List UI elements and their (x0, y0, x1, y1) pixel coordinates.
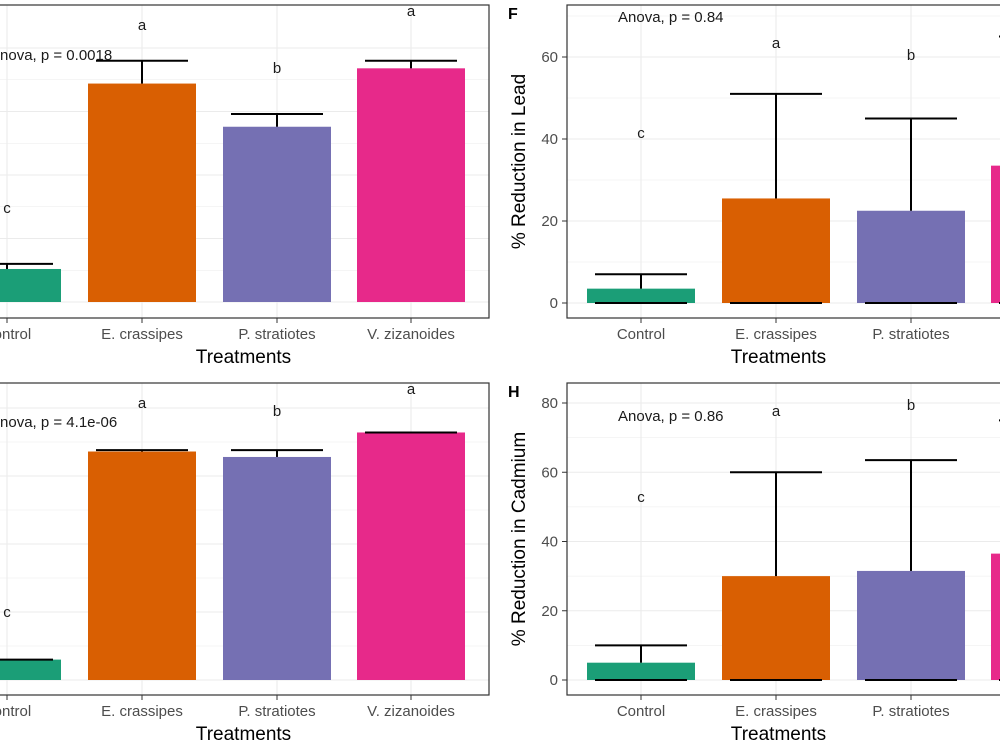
y-axis-title: % Reduction in Cadmium (509, 432, 530, 646)
x-tick-label: P. stratiotes (872, 326, 949, 343)
plot-border (566, 4, 1000, 319)
bar-p-stratiotes (223, 126, 331, 303)
x-tick-label: P. stratiotes (238, 703, 315, 720)
x-tick-label: E. crassipes (735, 326, 817, 343)
plot-border (0, 4, 490, 319)
x-tick-label: Control (0, 326, 31, 343)
anova-annotation: Anova, p = 4.1e-06 (0, 414, 117, 431)
bar-p-stratiotes (857, 210, 965, 303)
significance-letter: a (772, 35, 781, 52)
bar-v-zizanoides (357, 432, 465, 680)
anova-annotation: Anova, p = 0.86 (618, 408, 724, 425)
x-axis-title: Treatments (196, 724, 291, 745)
significance-letter: a (138, 395, 147, 412)
bar-v-zizanoides (357, 68, 465, 302)
anova-annotation: Anova, p = 0.0018 (0, 47, 112, 64)
x-tick-label: P. stratiotes (872, 703, 949, 720)
significance-letter: a (407, 3, 416, 20)
significance-letter: c (3, 604, 11, 621)
bar-e-crassipes (722, 198, 830, 303)
bar-e-crassipes (88, 451, 196, 680)
panel-label: H (508, 384, 520, 401)
y-axis-title: % Reduction in Lead (509, 74, 530, 249)
y-tick-label: 40 (541, 131, 558, 148)
x-tick-label: E. crassipes (735, 703, 817, 720)
significance-letter: c (637, 489, 645, 506)
chart-panel-3: c a b a Control E. crassipes P. stratiotes V. z… (0, 381, 490, 745)
y-tick-label: 0 (550, 672, 558, 689)
x-tick-label: Control (617, 326, 665, 343)
plot-border (566, 382, 1000, 696)
y-tick-label: 0 (550, 295, 558, 312)
bar-v-zizanoides (991, 553, 1000, 680)
y-tick-label: 80 (541, 395, 558, 412)
bar-control (587, 288, 695, 303)
x-tick-label: Control (617, 703, 665, 720)
bar-v-zizanoides (991, 165, 1000, 303)
y-tick-label: 60 (541, 464, 558, 481)
significance-letter: b (273, 403, 281, 420)
x-axis-title: Treatments (731, 347, 826, 368)
y-tick-label: 60 (541, 49, 558, 66)
significance-letter: a (138, 17, 147, 34)
plot-border (0, 382, 490, 696)
x-tick-label: P. stratiotes (238, 326, 315, 343)
x-axis-title: Treatments (731, 724, 826, 745)
significance-letter: b (907, 397, 915, 414)
x-tick-label: E. crassipes (101, 703, 183, 720)
significance-letter: c (637, 125, 645, 142)
significance-letter: b (907, 47, 915, 64)
x-tick-label: E. crassipes (101, 326, 183, 343)
x-axis-title: Treatments (196, 347, 291, 368)
chart-panel-1: c a b a Control E. crassipes P. stratiotes V. z… (0, 3, 490, 368)
bar-p-stratiotes (857, 570, 965, 680)
x-tick-label: V. zizanoides (367, 703, 455, 720)
significance-letter: a (407, 381, 416, 398)
bar-control (0, 268, 61, 302)
bar-e-crassipes (722, 576, 830, 680)
bar-e-crassipes (88, 83, 196, 302)
significance-letter: c (3, 200, 11, 217)
bar-control (587, 662, 695, 680)
y-tick-label: 40 (541, 534, 558, 551)
bar-control (0, 659, 61, 680)
x-tick-label: V. zizanoides (367, 326, 455, 343)
panel-label: F (508, 6, 518, 23)
y-tick-label: 20 (541, 213, 558, 230)
significance-letter: b (273, 60, 281, 77)
bar-p-stratiotes (223, 456, 331, 680)
x-tick-label: Control (0, 703, 31, 720)
anova-annotation: Anova, p = 0.84 (618, 9, 724, 26)
significance-letter: a (772, 403, 781, 420)
y-tick-label: 20 (541, 603, 558, 620)
